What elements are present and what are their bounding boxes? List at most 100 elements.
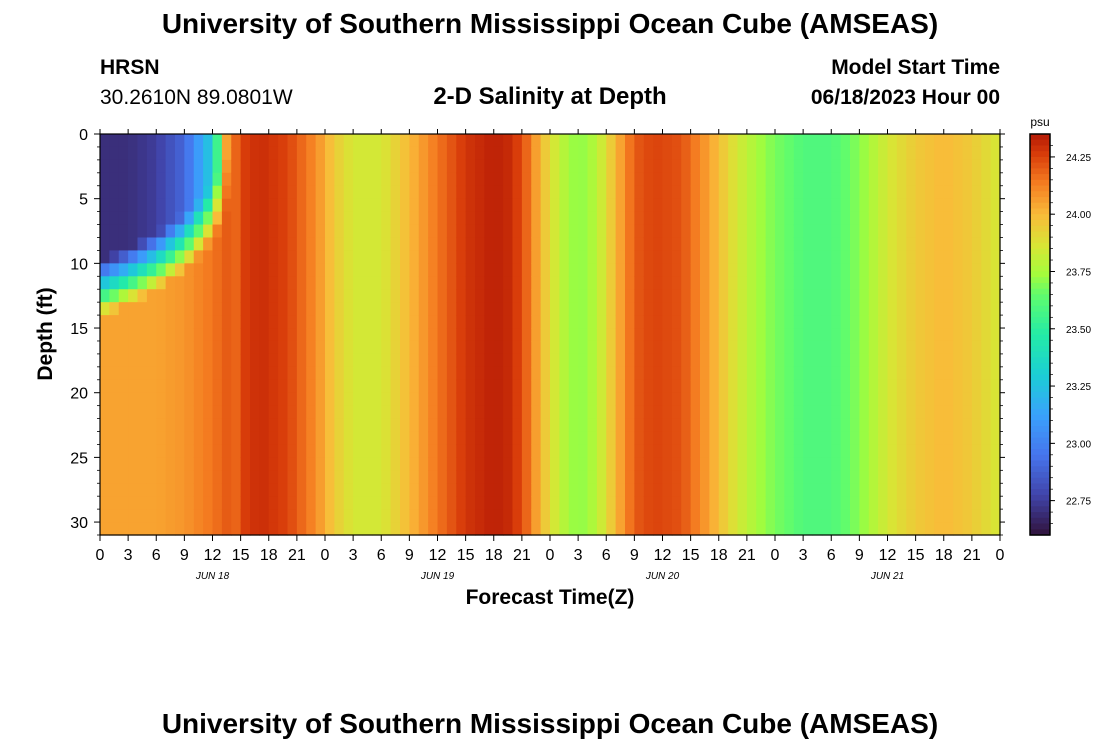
heat-cell xyxy=(343,353,354,368)
heat-cell xyxy=(643,483,654,497)
heat-cell xyxy=(925,496,935,510)
heat-cell xyxy=(503,302,514,316)
heat-cell xyxy=(531,134,542,148)
heat-cell xyxy=(203,185,214,200)
heat-cell xyxy=(156,185,167,200)
heat-cell xyxy=(925,289,935,303)
heat-cell xyxy=(165,146,176,161)
heat-cell xyxy=(943,146,954,161)
heat-cell xyxy=(578,418,589,433)
heat-cell xyxy=(821,340,832,355)
heat-cell xyxy=(896,263,907,277)
heat-cell xyxy=(634,315,645,329)
colorbar-cell xyxy=(1030,414,1050,422)
heat-cell xyxy=(259,353,270,368)
heat-cell xyxy=(737,470,748,484)
heat-cell xyxy=(868,172,879,187)
heat-cell xyxy=(887,444,898,458)
heat-cell xyxy=(756,328,767,342)
heat-cell xyxy=(709,522,720,536)
heat-cell xyxy=(615,418,626,433)
heat-cell xyxy=(184,237,195,252)
heat-cell xyxy=(334,134,345,148)
heat-cell xyxy=(390,134,401,148)
heat-cell xyxy=(390,146,401,161)
heat-cell xyxy=(521,250,532,264)
heat-cell xyxy=(962,302,973,316)
heat-cell xyxy=(559,134,570,148)
heat-cell xyxy=(390,418,401,433)
heat-cell xyxy=(559,237,570,252)
heat-cell xyxy=(531,276,542,290)
heat-cell xyxy=(925,392,935,407)
heat-cell xyxy=(840,315,851,329)
heat-cell xyxy=(615,470,626,484)
heat-cell xyxy=(887,315,898,329)
heat-cell xyxy=(887,522,898,536)
heat-cell xyxy=(831,134,842,148)
heat-cell xyxy=(156,289,167,303)
heat-cell xyxy=(278,263,289,277)
heat-cell xyxy=(137,250,148,264)
heat-cell xyxy=(212,172,223,187)
heat-cell xyxy=(943,405,954,420)
heat-cell xyxy=(128,379,139,394)
colorbar-cell xyxy=(1030,512,1050,519)
heat-cell xyxy=(709,392,720,407)
heat-cell xyxy=(671,379,682,394)
heat-cell xyxy=(193,328,204,342)
heat-cell xyxy=(925,483,935,497)
heat-cell xyxy=(343,185,354,200)
heat-cell xyxy=(578,250,589,264)
heat-cell xyxy=(990,353,1001,368)
heat-cell xyxy=(315,134,326,148)
heat-cell xyxy=(175,224,185,239)
heat-cell xyxy=(306,418,317,433)
heat-cell xyxy=(559,315,570,329)
heat-cell xyxy=(784,315,795,329)
heat-cell xyxy=(896,185,907,200)
heat-cell xyxy=(296,211,307,226)
heat-cell xyxy=(887,263,898,277)
heat-cell xyxy=(250,159,260,174)
heat-cell xyxy=(953,250,964,264)
heat-cell xyxy=(653,185,664,200)
heat-cell xyxy=(325,134,335,148)
heat-cell xyxy=(278,366,289,381)
heat-cell xyxy=(175,483,185,497)
heat-cell xyxy=(953,198,964,213)
heat-cell xyxy=(990,146,1001,161)
heat-cell xyxy=(446,146,457,161)
heat-cell xyxy=(568,483,579,497)
heat-cell xyxy=(287,263,298,277)
heat-cell xyxy=(540,263,551,277)
colorbar-cell xyxy=(1030,219,1050,227)
heat-cell xyxy=(128,509,139,523)
heat-cell xyxy=(812,224,823,239)
heat-cell xyxy=(934,315,945,329)
heat-cell xyxy=(606,353,617,368)
heat-cell xyxy=(653,302,664,316)
heat-cell xyxy=(587,457,598,471)
heat-cell xyxy=(690,237,701,252)
heat-cell xyxy=(137,444,148,458)
heat-cell xyxy=(681,289,692,303)
heat-cell xyxy=(587,509,598,523)
heat-cell xyxy=(596,483,607,497)
heat-cell xyxy=(428,237,439,252)
heat-cell xyxy=(362,224,373,239)
heat-cell xyxy=(756,198,767,213)
heat-cell xyxy=(943,134,954,148)
heat-cell xyxy=(821,237,832,252)
heat-cell xyxy=(409,263,420,277)
heat-cell xyxy=(953,496,964,510)
heat-cell xyxy=(643,315,654,329)
heat-cell xyxy=(746,405,757,420)
heat-cell xyxy=(812,185,823,200)
heat-cell xyxy=(737,146,748,161)
heat-cell xyxy=(671,353,682,368)
heat-cell xyxy=(268,418,279,433)
heat-cell xyxy=(493,431,504,446)
heat-cell xyxy=(728,146,739,161)
heat-cell xyxy=(315,172,326,187)
